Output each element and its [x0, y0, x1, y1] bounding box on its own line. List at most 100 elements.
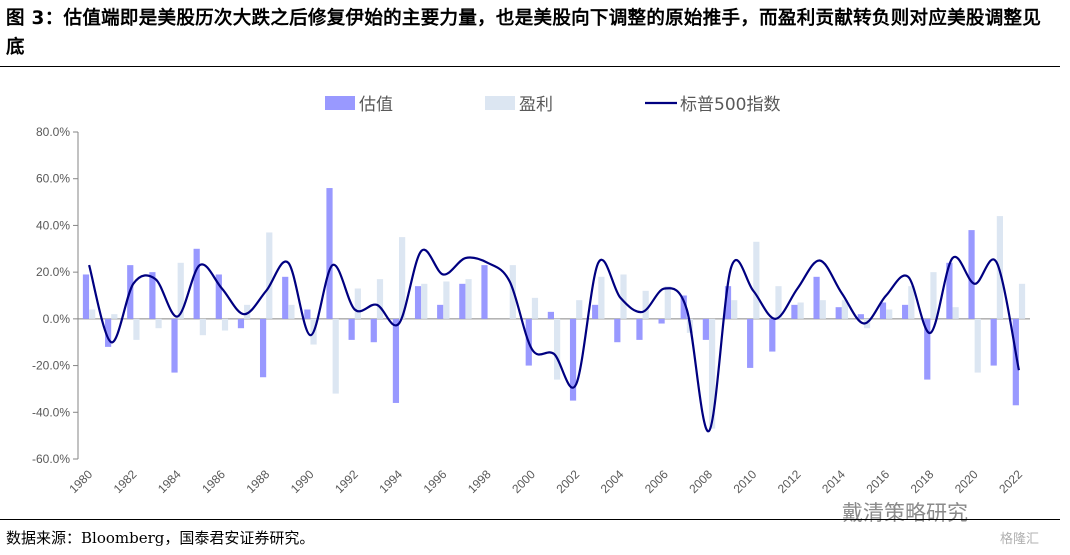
bar-valuation — [924, 318, 931, 380]
bar-valuation — [547, 311, 554, 319]
bar-earnings — [952, 307, 959, 319]
watermark: 戴清策略研究 — [842, 501, 968, 525]
bar-valuation — [614, 318, 621, 343]
bar-earnings — [908, 286, 915, 319]
bar-valuation — [105, 318, 112, 347]
bar-valuation — [747, 318, 754, 368]
bar-valuation — [813, 276, 820, 319]
bar-earnings — [155, 318, 162, 329]
axes: -60.0% -40.0% -20.0% 0.0% 20.0% 40.0% 60.0% 80.… — [32, 125, 1030, 466]
x-tick-label: 2014 — [819, 467, 848, 496]
bar-earnings — [797, 302, 804, 319]
y-tick-label: 40.0% — [36, 218, 70, 232]
bar-earnings — [421, 283, 428, 319]
bar-earnings — [708, 318, 716, 429]
bar-earnings — [133, 318, 140, 340]
x-tick-label: 2010 — [731, 467, 760, 496]
bar-valuation — [215, 274, 222, 319]
bar-valuation — [791, 304, 798, 319]
x-tick-label: 1988 — [244, 467, 273, 496]
x-tick-label: 1992 — [332, 467, 361, 496]
y-tick-label: 20.0% — [36, 265, 70, 279]
bar-valuation — [636, 318, 643, 340]
bar-valuation — [414, 286, 422, 319]
bar-valuation — [481, 265, 488, 319]
x-tick-label: 2018 — [908, 467, 937, 496]
bar-valuation — [658, 318, 665, 324]
legend-swatch-valuation — [325, 96, 355, 110]
bar-earnings — [266, 232, 273, 319]
x-tick-label: 2020 — [952, 467, 981, 496]
bar-earnings — [576, 300, 583, 319]
bar-valuation — [702, 318, 709, 340]
bar-valuation — [569, 318, 577, 401]
legend: 估值 盈利 标普500指数 — [325, 95, 780, 115]
bar-valuation — [592, 304, 599, 319]
x-tick-label: 1984 — [155, 467, 184, 496]
bar-earnings — [642, 290, 649, 319]
bar-earnings — [664, 286, 671, 319]
bar-earnings — [731, 300, 738, 319]
bar-earnings — [443, 281, 450, 319]
bar-valuation — [348, 318, 355, 340]
legend-swatch-earnings — [485, 96, 515, 110]
bar-valuation — [171, 318, 178, 373]
bar-earnings — [376, 279, 384, 319]
x-tick-label: 1996 — [421, 467, 450, 496]
bar-earnings — [332, 318, 339, 394]
bar-valuation — [392, 318, 400, 403]
bar-valuation — [879, 302, 887, 319]
bar-earnings — [841, 300, 849, 319]
bar-earnings — [465, 279, 472, 319]
bar-earnings — [531, 297, 539, 319]
y-tick-label: -40.0% — [32, 405, 70, 419]
x-tick-label: 2004 — [598, 467, 627, 496]
x-tick-label: 1982 — [111, 467, 140, 496]
source-note: 数据来源：Bloomberg，国泰君安证券研究。 — [6, 529, 315, 547]
bar-valuation — [769, 318, 776, 352]
x-tick-label: 2006 — [642, 467, 671, 496]
bar-earnings — [974, 318, 981, 373]
bar-earnings — [886, 309, 893, 319]
bar-valuation — [326, 188, 333, 319]
bottom-rule — [0, 519, 1060, 520]
x-tick-label: 2012 — [775, 467, 804, 496]
x-tick-label: 2022 — [996, 467, 1025, 496]
y-tick-label: 0.0% — [43, 312, 71, 326]
bar-earnings — [819, 300, 826, 319]
bar-earnings — [554, 318, 561, 380]
bar-valuation — [259, 318, 267, 378]
x-tick-label: 1990 — [288, 467, 317, 496]
bar-earnings — [753, 241, 760, 319]
bar-earnings — [199, 318, 206, 336]
bar-valuation — [724, 286, 732, 319]
legend-label-sp500: 标普500指数 — [680, 95, 780, 115]
bar-valuation — [835, 307, 842, 319]
y-tick-label: 60.0% — [36, 172, 70, 186]
bar-valuation — [857, 314, 864, 319]
sp500-line — [88, 248, 1020, 433]
bar-valuation — [149, 272, 156, 319]
x-tick-label: 2002 — [553, 467, 582, 496]
bar-earnings — [399, 237, 406, 319]
y-tick-label: 80.0% — [36, 125, 70, 139]
figure-title: 图 3：估值端即是美股历次大跌之后修复伊始的主要力量，也是美股向下调整的原始推手… — [6, 8, 1042, 58]
bar-earnings — [111, 314, 118, 319]
bar-valuation — [946, 262, 953, 319]
watermark-small: 格隆汇 — [1000, 532, 1040, 547]
bar-valuation — [968, 230, 975, 319]
bar-earnings — [288, 304, 295, 319]
bar-valuation — [370, 318, 377, 343]
bar-valuation — [82, 274, 90, 319]
top-rule — [0, 66, 1060, 67]
x-tick-label: 1998 — [465, 467, 494, 496]
chart: 估值 盈利 标普500指数 -60.0% -40.0% -20.0% 0.0% 20.0% 4… — [32, 95, 1030, 496]
y-tick-label: -60.0% — [32, 452, 70, 466]
x-tick-label: 2008 — [686, 467, 715, 496]
x-tick-label: 1994 — [376, 467, 405, 496]
legend-label-valuation: 估值 — [359, 95, 393, 115]
bar-valuation — [282, 276, 289, 319]
bar-earnings — [930, 272, 937, 319]
bar-earnings — [89, 309, 96, 319]
x-tick-labels: 1980 1982 1984 1986 1988 1990 1992 1994 1996 1998… — [66, 467, 1025, 496]
